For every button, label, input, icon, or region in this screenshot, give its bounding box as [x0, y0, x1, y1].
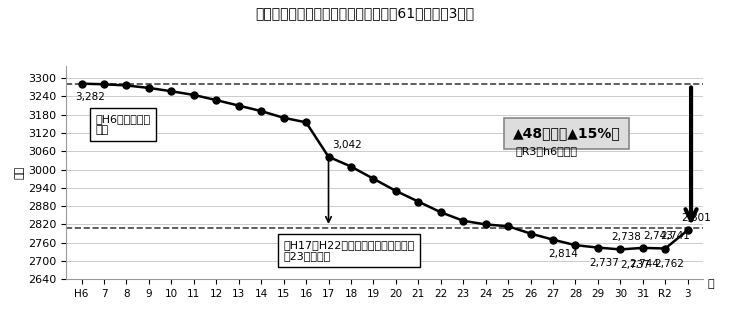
Text: 2,762: 2,762 [654, 259, 684, 269]
Text: 2,814: 2,814 [548, 249, 578, 259]
Text: 2,738: 2,738 [612, 232, 642, 242]
Text: 2,737: 2,737 [589, 258, 619, 268]
Text: （H6）総職員数
最大: （H6）総職員数 最大 [95, 114, 150, 135]
Text: 3,042: 3,042 [332, 140, 362, 150]
Text: （H17～H22）集中改革プランにより
絀23万人の減: （H17～H22）集中改革プランにより 絀23万人の減 [284, 240, 415, 261]
Text: 2,744: 2,744 [629, 259, 659, 269]
Text: 2,743: 2,743 [643, 231, 673, 241]
Text: 地方公共団体の総職員数の推移（平成61年～令和3年）: 地方公共団体の総職員数の推移（平成61年～令和3年） [255, 6, 474, 20]
Text: 3,282: 3,282 [75, 92, 105, 102]
Text: 2,741: 2,741 [660, 231, 690, 241]
Y-axis label: 千人: 千人 [15, 166, 25, 179]
Text: （R3対h6年比）: （R3対h6年比） [516, 146, 578, 156]
Text: 年: 年 [708, 279, 714, 289]
Text: 2,737: 2,737 [620, 260, 650, 270]
Text: ▲48万人（▲15%）: ▲48万人（▲15%） [512, 127, 620, 141]
Text: 2,801: 2,801 [681, 213, 711, 223]
